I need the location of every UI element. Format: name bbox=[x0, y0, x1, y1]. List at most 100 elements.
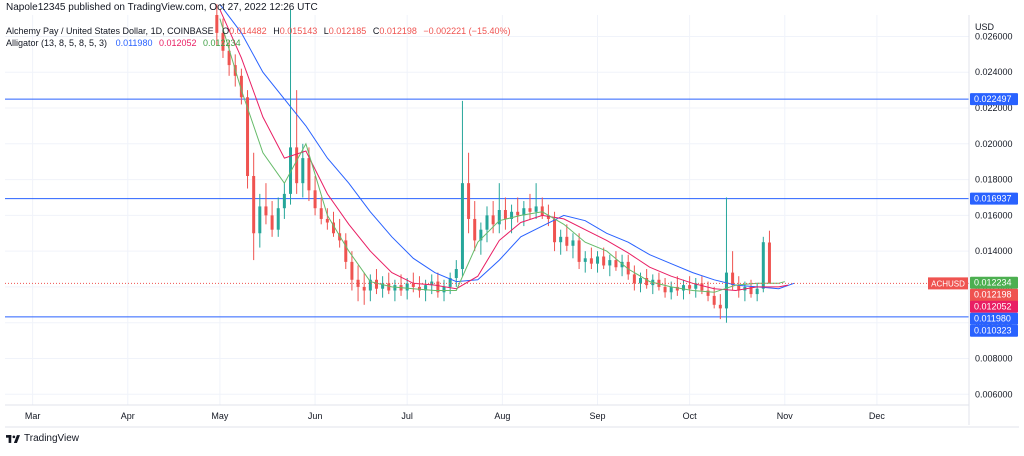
ohlc-low: 0.012185 bbox=[329, 26, 367, 36]
candle bbox=[295, 90, 299, 194]
ohlc-o-label: O bbox=[222, 26, 229, 36]
alligator-lines bbox=[219, 3, 795, 293]
candle-body bbox=[724, 272, 728, 309]
candle-body bbox=[516, 211, 520, 216]
candle bbox=[718, 294, 722, 320]
candle bbox=[528, 193, 532, 219]
candle bbox=[356, 265, 360, 302]
candle-body bbox=[301, 158, 305, 184]
ohlc-high: 0.015143 bbox=[280, 26, 318, 36]
candle bbox=[767, 230, 771, 284]
candle-body bbox=[749, 286, 753, 295]
candle-body bbox=[602, 256, 606, 266]
candle-body bbox=[639, 277, 643, 284]
symbol-tag: ACHUSD bbox=[928, 277, 968, 290]
candle-body bbox=[227, 50, 231, 66]
candle bbox=[215, 4, 219, 46]
candle-body bbox=[645, 277, 649, 286]
candle-body bbox=[393, 285, 397, 291]
candle bbox=[467, 152, 471, 234]
candle bbox=[571, 233, 575, 259]
candle bbox=[497, 183, 501, 234]
price-tick-label: 0.020000 bbox=[975, 139, 1013, 149]
candle bbox=[270, 201, 274, 237]
candle-body bbox=[338, 233, 342, 241]
time-tick-label: Nov bbox=[777, 411, 794, 421]
symbol-tag-bg bbox=[928, 277, 968, 290]
candle-body bbox=[436, 281, 440, 293]
symbol-tag-text: ACHUSD bbox=[931, 279, 965, 288]
candle bbox=[362, 272, 366, 305]
time-tick-label: Apr bbox=[121, 411, 135, 421]
candle bbox=[755, 283, 759, 302]
ohlc-c-label: C bbox=[373, 26, 380, 36]
price-label-bg bbox=[970, 276, 1018, 289]
price-label-text: 0.012052 bbox=[974, 302, 1012, 312]
candle-body bbox=[528, 208, 532, 212]
alligator-jaw-line bbox=[219, 3, 795, 290]
indicator-teeth-value: 0.012052 bbox=[159, 38, 197, 48]
candle-body bbox=[313, 190, 317, 209]
candle bbox=[596, 251, 600, 273]
price-label-bg bbox=[970, 312, 1018, 325]
candle bbox=[454, 260, 458, 287]
candle-body bbox=[307, 158, 311, 191]
candle-body bbox=[540, 206, 544, 216]
alligator-lips-line bbox=[219, 18, 785, 293]
candle-body bbox=[448, 277, 452, 287]
candles bbox=[215, 4, 771, 323]
svg-text:Alchemy Pay / United States Do: Alchemy Pay / United States Dollar, 1D, … bbox=[6, 26, 510, 36]
candle-body bbox=[614, 260, 618, 268]
candle bbox=[577, 233, 581, 270]
candle-body bbox=[737, 285, 741, 291]
price-tick-label: 0.026000 bbox=[975, 31, 1013, 41]
candle-body bbox=[424, 285, 428, 291]
candle bbox=[473, 201, 477, 252]
candle bbox=[430, 274, 434, 295]
time-axis[interactable]: Mar Apr May Jun Jul Aug Sep Oct Nov Dec bbox=[25, 411, 886, 421]
candle bbox=[620, 254, 624, 277]
candle-body bbox=[571, 240, 575, 246]
candle-body bbox=[467, 183, 471, 219]
candle bbox=[694, 277, 698, 298]
price-axis[interactable]: 0.0060000.0080000.0100000.0120000.014000… bbox=[975, 31, 1013, 399]
time-tick-label: Oct bbox=[683, 411, 698, 421]
candle-body bbox=[374, 279, 378, 289]
candle-body bbox=[522, 208, 526, 216]
candle bbox=[669, 281, 673, 300]
candle bbox=[350, 251, 354, 291]
candle-body bbox=[276, 208, 280, 230]
candle bbox=[393, 279, 397, 302]
price-label-bg bbox=[970, 300, 1018, 313]
candle-body bbox=[460, 183, 464, 270]
candle-body bbox=[442, 286, 446, 293]
ohlc-open: 0.014482 bbox=[229, 26, 267, 36]
candle bbox=[737, 276, 741, 298]
candle bbox=[516, 197, 520, 223]
candle-body bbox=[534, 206, 538, 212]
candle bbox=[534, 183, 538, 219]
candle-body bbox=[289, 147, 293, 194]
candle bbox=[313, 176, 317, 216]
candle bbox=[559, 229, 563, 255]
candle bbox=[331, 211, 335, 237]
candle bbox=[565, 224, 569, 252]
candle-body bbox=[510, 211, 514, 219]
candle bbox=[405, 277, 409, 300]
candle-body bbox=[319, 208, 323, 219]
candle-body bbox=[479, 229, 483, 241]
price-label-text: 0.012198 bbox=[974, 290, 1012, 300]
price-label-text: 0.011980 bbox=[974, 314, 1011, 324]
time-tick-label: Mar bbox=[25, 411, 41, 421]
candle-body bbox=[350, 261, 354, 280]
candle-body bbox=[688, 285, 692, 289]
price-tick-label: 0.006000 bbox=[975, 389, 1013, 399]
price-tick-label: 0.018000 bbox=[975, 175, 1013, 185]
tradingview-brand[interactable]: TradingView bbox=[6, 433, 79, 444]
price-label: 0.016937 bbox=[970, 192, 1018, 205]
candle bbox=[589, 247, 593, 270]
tradingview-logo-icon bbox=[6, 434, 20, 443]
ohlc-close: 0.012198 bbox=[379, 26, 417, 36]
